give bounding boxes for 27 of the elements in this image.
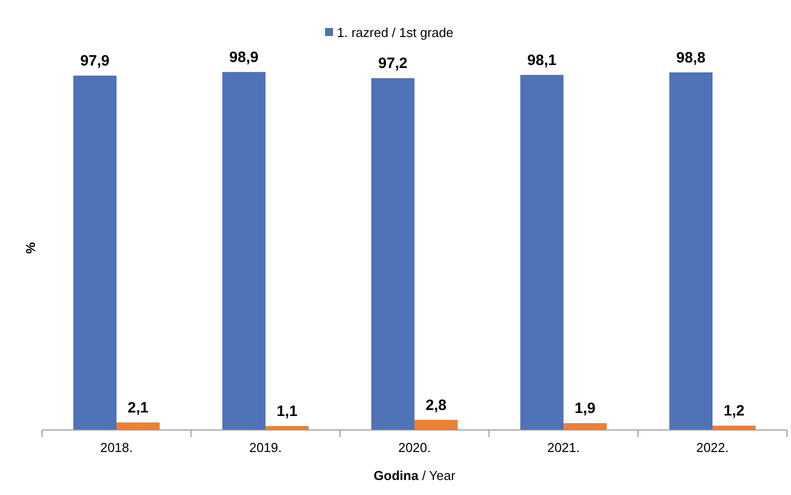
x-axis-title: Godina / Year	[374, 468, 456, 483]
data-label: 98,8	[676, 49, 706, 66]
bar	[414, 420, 458, 430]
x-tick-label: 2021.	[547, 440, 580, 455]
bar	[116, 422, 160, 430]
data-label: 98,1	[527, 52, 556, 69]
x-tick-label: 2020.	[398, 440, 431, 455]
data-label: 97,2	[378, 55, 408, 72]
bar	[73, 76, 116, 430]
data-label: 2,8	[426, 396, 447, 414]
data-label: 1,9	[574, 400, 596, 418]
bar	[564, 423, 607, 430]
x-tick-label: 2022.	[696, 440, 729, 455]
bar	[371, 78, 414, 430]
x-tick-label: 2018.	[100, 440, 133, 455]
bar	[222, 72, 266, 430]
legend-label: 1. razred / 1st grade	[337, 25, 454, 40]
bar	[520, 74, 564, 430]
x-tick-label: 2019.	[249, 440, 282, 455]
data-label: 98,9	[229, 49, 258, 66]
data-label: 97,9	[80, 52, 110, 70]
data-label: 1,1	[276, 403, 298, 420]
data-label: 2,1	[128, 399, 149, 416]
y-axis-title: %	[23, 242, 38, 254]
bar	[669, 72, 712, 430]
bar	[712, 426, 756, 430]
data-label: 1,2	[724, 402, 745, 420]
